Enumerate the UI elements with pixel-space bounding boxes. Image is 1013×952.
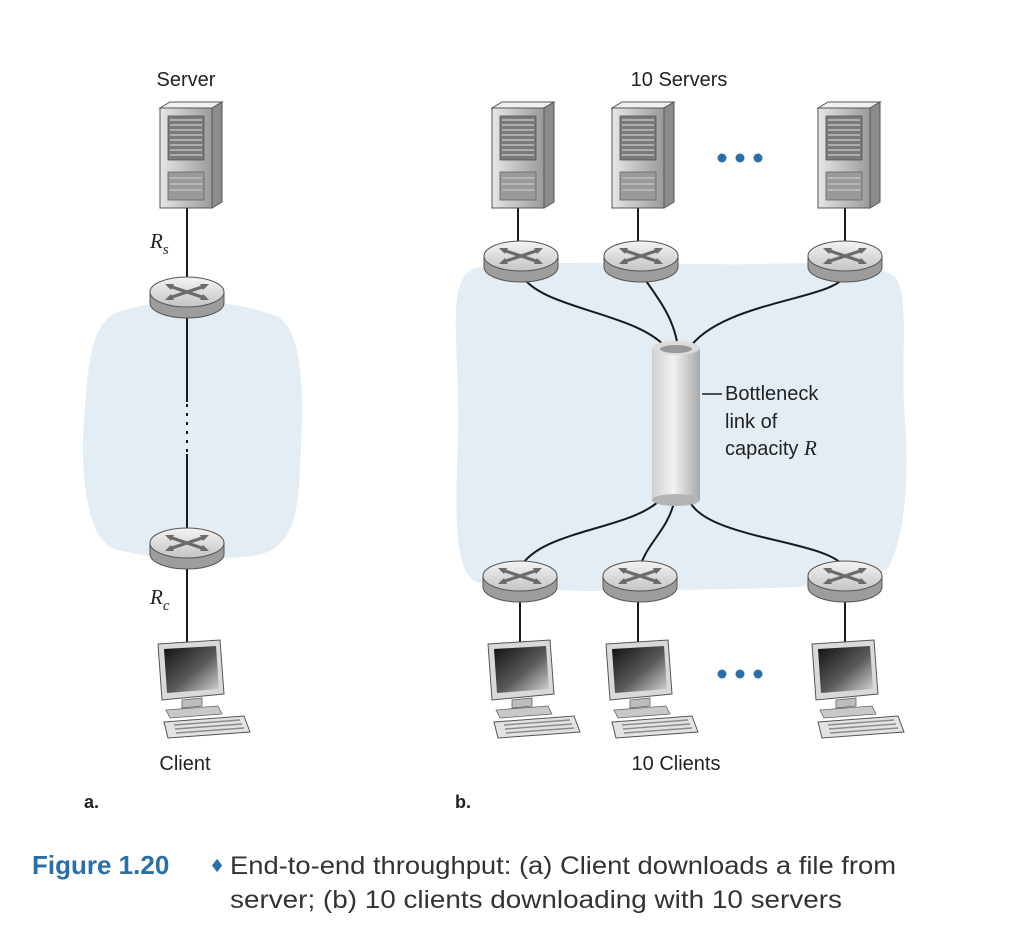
server-label: Server: [157, 69, 216, 91]
bottleneck-label-line3: capacity R: [725, 436, 817, 460]
network-cloud-a: [82, 301, 302, 560]
clients-label: 10 Clients: [632, 753, 721, 775]
panel-a-label: a.: [84, 792, 99, 812]
router-icon: [148, 275, 226, 320]
rate-client-label: Rc: [149, 585, 170, 614]
figure-number: Figure 1.20: [32, 850, 169, 880]
router-icon: [148, 526, 226, 571]
caption-bullet: ♦: [209, 856, 225, 877]
bottleneck-link: [652, 341, 700, 506]
caption-line-2: server; (b) 10 clients downloading with …: [230, 886, 842, 914]
access-cable: [687, 273, 846, 351]
router-icon: [481, 559, 559, 604]
router-icon: [806, 559, 884, 604]
servers-label: 10 Servers: [631, 69, 728, 91]
ellipsis-icon: [717, 153, 763, 163]
server-icon: [491, 101, 555, 209]
router-icon: [482, 239, 560, 284]
client-label: Client: [159, 753, 211, 775]
ellipsis-icon: [717, 669, 763, 679]
server-icon: [159, 101, 223, 209]
server-icon: [611, 101, 675, 209]
figure-caption: Figure 1.20 ♦ End-to-end throughput: (a)…: [32, 850, 896, 914]
bottleneck-label-line2: link of: [725, 411, 778, 433]
client-computer-icon: [157, 639, 251, 739]
panel-b: 10 Servers Bottleneck link of: [455, 69, 907, 812]
panel-a: Server Rs Rc Client a.: [82, 69, 302, 812]
access-cable: [689, 501, 846, 569]
access-cable: [519, 499, 661, 569]
router-icon: [602, 239, 680, 284]
rate-server-label: Rs: [149, 229, 169, 258]
server-icon: [817, 101, 881, 209]
client-computer-icon: [605, 639, 699, 739]
caption-line-1: End-to-end throughput: (a) Client downlo…: [230, 852, 896, 880]
router-icon: [601, 559, 679, 604]
access-cable: [520, 273, 669, 351]
client-computer-icon: [487, 639, 581, 739]
client-computer-icon: [811, 639, 905, 739]
panel-b-label: b.: [455, 792, 471, 812]
router-icon: [806, 239, 884, 284]
bottleneck-label-line1: Bottleneck: [725, 383, 819, 405]
